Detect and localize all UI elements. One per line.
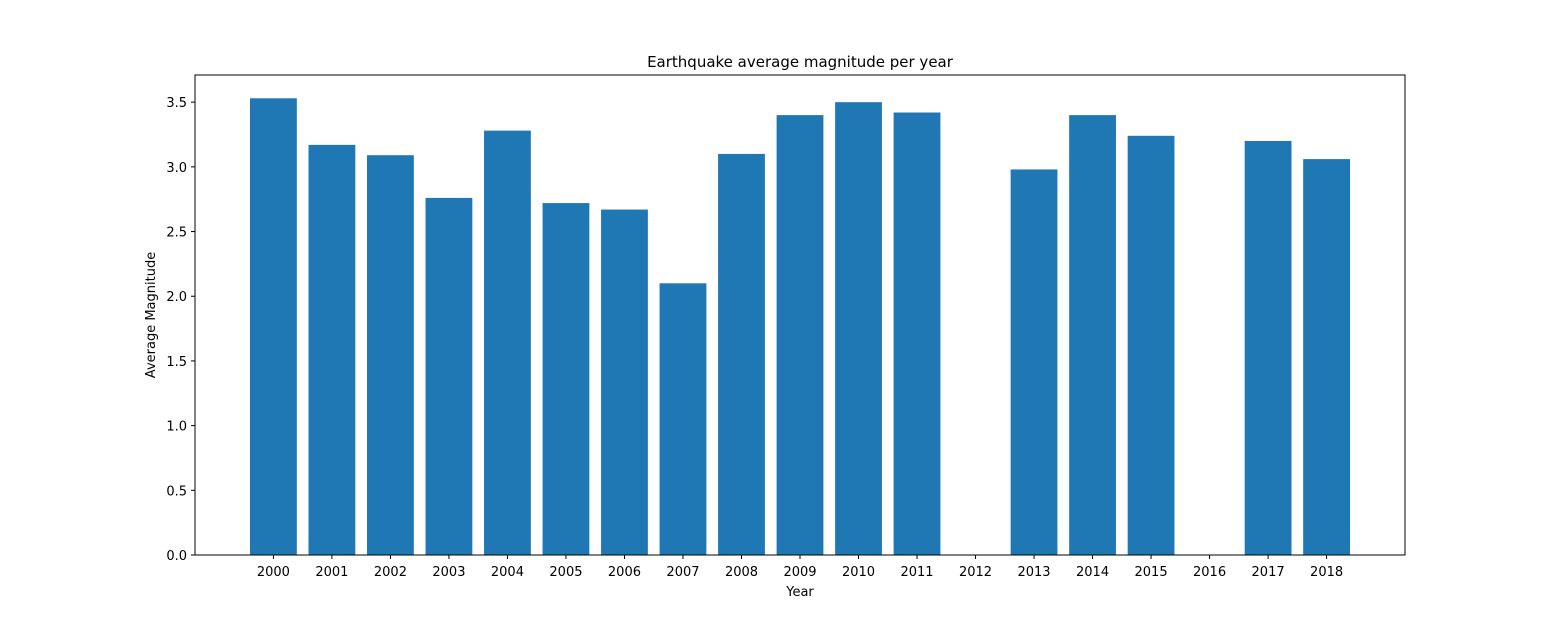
x-tick-label: 2007 — [666, 565, 699, 580]
x-tick-label: 2003 — [432, 565, 465, 580]
x-tick-label: 2012 — [959, 565, 992, 580]
y-tick-label: 3.5 — [166, 96, 187, 111]
x-tick-label: 2000 — [257, 565, 290, 580]
bar-2008 — [718, 153, 765, 556]
x-axis-label: Year — [785, 585, 814, 600]
y-axis-label: Average Magnitude — [144, 252, 159, 378]
bar-2010 — [835, 102, 882, 556]
bar-2007 — [659, 283, 707, 555]
bar-2005 — [542, 203, 590, 555]
y-tick-label: 0.5 — [166, 484, 187, 499]
y-tick-label: 2.5 — [166, 226, 187, 241]
x-tick-label: 2018 — [1310, 565, 1343, 580]
y-tick-label: 1.0 — [166, 420, 187, 435]
bar-2002 — [367, 155, 414, 555]
x-tick-label: 2016 — [1193, 565, 1226, 580]
bar-2000 — [250, 98, 297, 555]
x-tick-label: 2008 — [725, 565, 758, 580]
x-tick-label: 2002 — [374, 565, 407, 580]
x-axis: 2000 2001 2002 2003 2004 2005 2006 2007 2008 2009… — [257, 555, 1343, 580]
bar-2004 — [484, 130, 531, 555]
y-tick-label: 1.5 — [166, 355, 187, 370]
x-tick-label: 2010 — [842, 565, 875, 580]
y-tick-label: 2.0 — [166, 290, 187, 305]
bar-2013 — [1010, 169, 1058, 555]
x-tick-label: 2004 — [491, 565, 524, 580]
x-tick-label: 2005 — [549, 565, 582, 580]
x-tick-label: 2001 — [315, 565, 348, 580]
x-tick-label: 2017 — [1252, 565, 1285, 580]
x-tick-label: 2011 — [900, 565, 933, 580]
bar-2001 — [308, 144, 356, 555]
bar-2015 — [1127, 135, 1175, 555]
bars-group — [250, 98, 1350, 556]
bar-2017 — [1244, 140, 1292, 556]
y-tick-label: 3.0 — [166, 161, 187, 176]
bar-2014 — [1069, 115, 1116, 556]
bar-2018 — [1303, 159, 1350, 555]
x-tick-label: 2013 — [1017, 565, 1050, 580]
bar-2011 — [893, 112, 941, 556]
x-tick-label: 2006 — [608, 565, 641, 580]
y-axis: 0.0 0.5 1.0 1.5 2.0 2.5 3.0 3.5 — [166, 96, 195, 564]
x-tick-label: 2014 — [1076, 565, 1109, 580]
bar-2003 — [425, 197, 473, 555]
y-tick-label: 0.0 — [166, 549, 187, 564]
x-tick-label: 2009 — [783, 565, 816, 580]
chart-title: Earthquake average magnitude per year — [647, 53, 954, 71]
bar-2009 — [776, 115, 824, 556]
x-tick-label: 2015 — [1135, 565, 1168, 580]
bar-2006 — [601, 209, 648, 555]
